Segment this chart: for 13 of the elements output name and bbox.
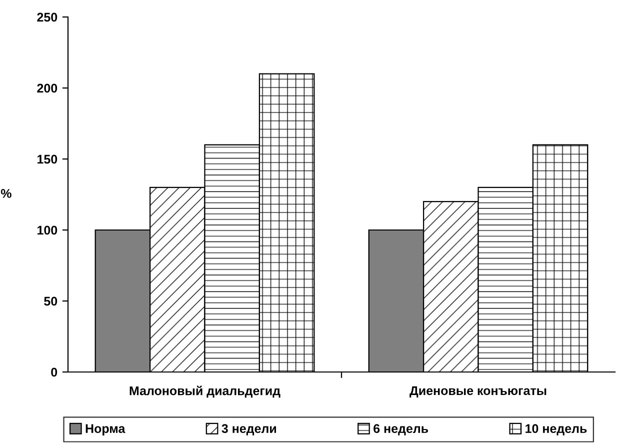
y-tick-label: 0	[51, 368, 58, 377]
legend-label: 6 недель	[374, 424, 428, 436]
y-tick-label: 150	[38, 154, 58, 164]
y-axis-title: %	[0, 189, 12, 198]
y-tick-label: 200	[37, 84, 58, 93]
x-tick-label: Диеновые конъюгаты	[410, 386, 546, 398]
x-tick-label: Малоновый диальдегид	[130, 386, 280, 398]
legend-label: 3 недели	[222, 424, 276, 436]
y-tick-label: 100	[38, 226, 58, 235]
y-tick-label: 250	[37, 12, 58, 22]
y-tick-label: 50	[44, 296, 58, 306]
legend-label: 10 недель	[526, 424, 587, 436]
legend-label: Норма	[86, 424, 126, 436]
